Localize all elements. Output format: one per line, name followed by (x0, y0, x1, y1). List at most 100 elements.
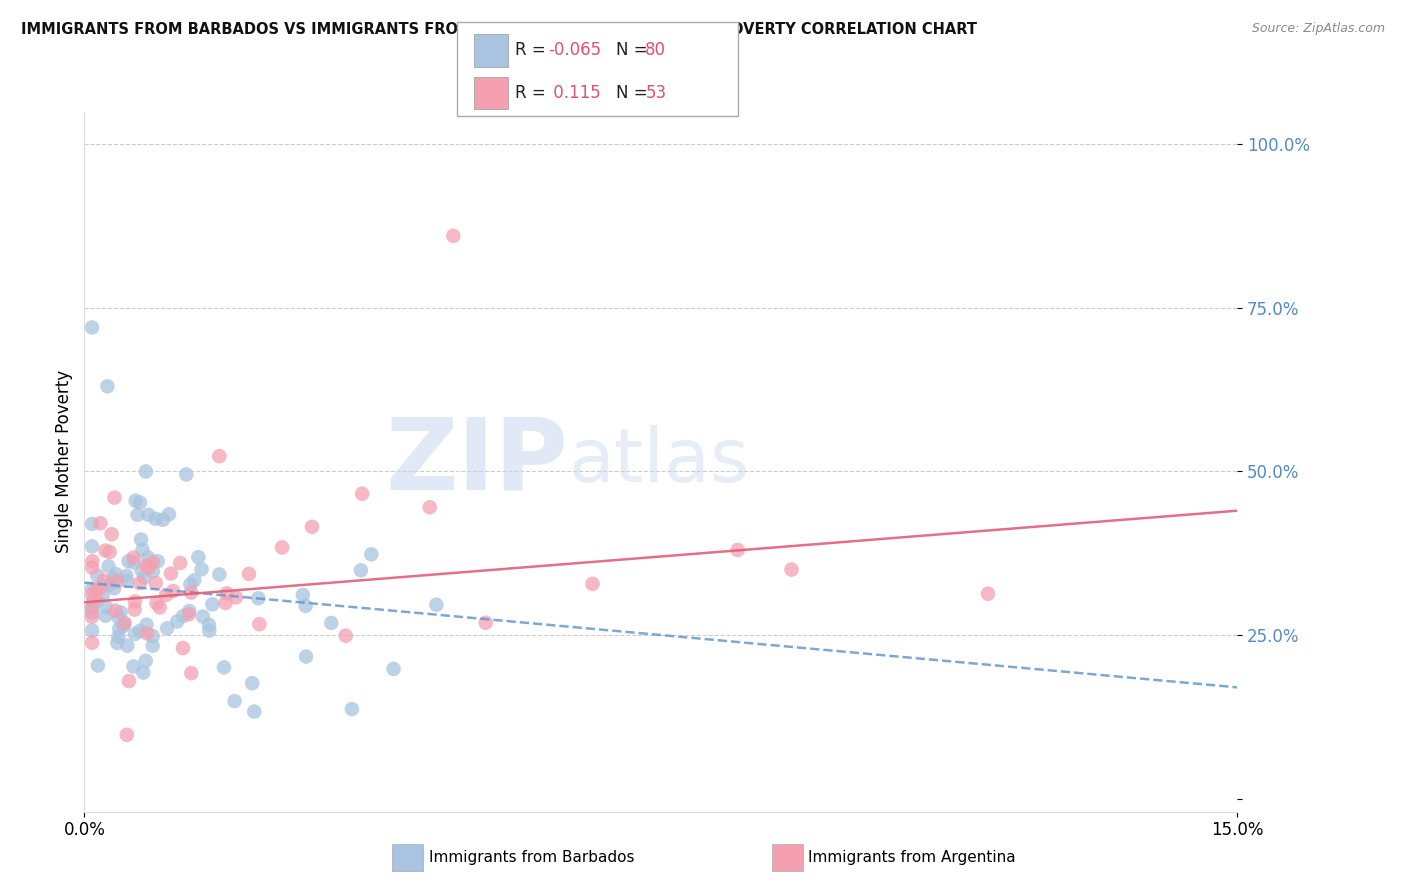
Point (80, 587, 103, 601)
Point (129, 495, 152, 509)
Point (142, 639, 165, 653)
Point (419, 500, 441, 515)
Point (360, 547, 382, 561)
Point (107, 630, 129, 644)
Point (89, 516, 111, 530)
Point (115, 568, 138, 582)
Point (103, 491, 125, 505)
Point (136, 550, 159, 565)
Point (340, 702, 363, 716)
Point (187, 550, 209, 565)
Point (780, 563, 803, 577)
Point (145, 596, 167, 610)
Point (122, 550, 145, 565)
Point (108, 622, 131, 636)
Point (208, 567, 231, 582)
Point (172, 609, 194, 624)
Point (179, 577, 201, 591)
Point (117, 554, 139, 568)
Point (247, 591, 270, 606)
Point (190, 562, 212, 576)
Point (103, 572, 125, 586)
Y-axis label: Single Mother Poverty: Single Mother Poverty (55, 370, 73, 553)
Text: ZIP: ZIP (385, 413, 568, 510)
Point (135, 465, 157, 479)
Text: 80: 80 (645, 42, 666, 60)
Point (124, 493, 146, 508)
Point (152, 513, 174, 527)
Point (80, 516, 103, 531)
Point (124, 602, 146, 616)
Point (117, 639, 139, 653)
Point (215, 586, 238, 600)
Point (80, 539, 103, 553)
Point (350, 563, 373, 577)
Point (84, 582, 107, 597)
Point (105, 636, 128, 650)
Point (225, 591, 247, 605)
Point (160, 566, 183, 581)
Text: Source: ZipAtlas.com: Source: ZipAtlas.com (1251, 22, 1385, 36)
Point (131, 542, 153, 557)
Point (198, 618, 221, 632)
Point (124, 627, 146, 641)
Point (122, 659, 145, 673)
Point (146, 554, 169, 568)
Point (103, 582, 125, 596)
Point (94, 608, 117, 623)
Point (131, 564, 153, 578)
Point (104, 604, 127, 618)
Point (142, 629, 165, 643)
Point (80, 320, 103, 334)
Point (138, 508, 160, 522)
Point (115, 574, 138, 588)
Point (176, 467, 198, 482)
Point (115, 728, 138, 742)
Point (97, 559, 120, 574)
Point (80, 624, 103, 638)
Point (198, 624, 221, 638)
Point (128, 624, 150, 638)
Point (382, 662, 405, 676)
Point (474, 615, 496, 630)
Point (107, 610, 129, 624)
Point (82, 554, 104, 568)
Point (149, 600, 172, 615)
Point (112, 619, 135, 633)
Text: Immigrants from Argentina: Immigrants from Argentina (808, 850, 1017, 864)
Point (82, 593, 104, 607)
Point (180, 666, 202, 681)
Point (291, 588, 314, 602)
Point (145, 512, 167, 526)
Point (86, 593, 108, 607)
Point (212, 660, 235, 674)
Text: 53: 53 (645, 84, 666, 102)
Point (80, 600, 103, 615)
Point (90, 581, 112, 595)
Point (135, 654, 157, 668)
Point (425, 598, 447, 612)
Text: Immigrants from Barbados: Immigrants from Barbados (429, 850, 634, 864)
Point (172, 641, 194, 656)
Point (135, 617, 157, 632)
Point (238, 566, 260, 581)
Point (134, 570, 156, 584)
Text: atlas: atlas (568, 425, 749, 498)
Point (177, 607, 200, 622)
Point (201, 597, 224, 611)
Point (169, 556, 191, 570)
Point (155, 588, 177, 602)
Point (581, 577, 603, 591)
Text: R =: R = (515, 84, 551, 102)
Point (271, 541, 294, 555)
Point (301, 520, 323, 534)
Text: N =: N = (616, 42, 652, 60)
Point (214, 596, 236, 610)
Point (441, 228, 464, 243)
Point (162, 584, 184, 599)
Point (80, 601, 103, 615)
Point (136, 626, 159, 640)
Point (118, 674, 141, 689)
Point (98, 545, 121, 559)
Point (191, 609, 214, 624)
